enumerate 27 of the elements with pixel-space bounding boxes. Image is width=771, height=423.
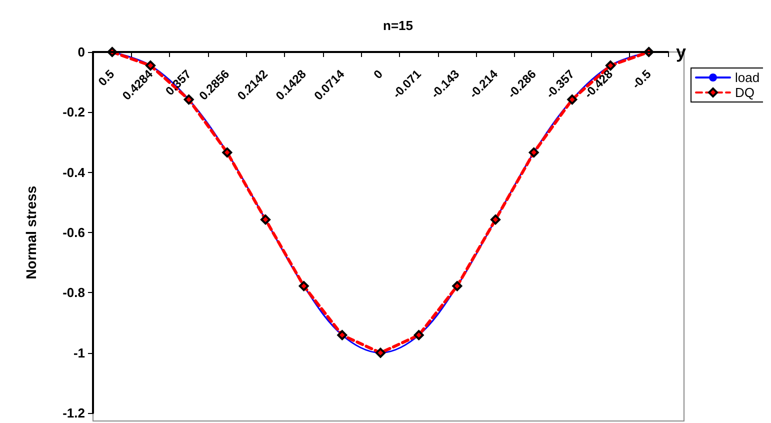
point [528,147,539,158]
y-tick-label: -1 [73,345,85,360]
x-tick-label: -0.5 [629,66,654,92]
point [452,281,462,292]
point [184,94,194,105]
chart-title: n=15 [383,18,413,33]
y-tick-label: -0.2 [62,104,85,120]
point [376,348,386,358]
y-tick-label: 0 [78,44,85,60]
point [298,281,309,292]
point [222,147,232,158]
y-tick-label: -1.2 [62,406,85,420]
point [260,214,270,225]
y-tick-label: -0.6 [62,225,85,240]
legend-label: load [735,70,760,85]
point [146,60,156,71]
point [414,330,424,340]
y-tick-label: -0.4 [62,164,86,180]
point [606,60,616,71]
point [490,214,500,225]
x-tick-label: 0 [370,66,386,82]
point [337,330,348,340]
y-tick-label: -0.8 [62,285,85,300]
y-axis-title: Normal stress [23,186,39,280]
x-tick-label: 0.5 [95,66,118,89]
legend-label: DQ [735,85,754,100]
x-axis-title: y [676,42,686,62]
